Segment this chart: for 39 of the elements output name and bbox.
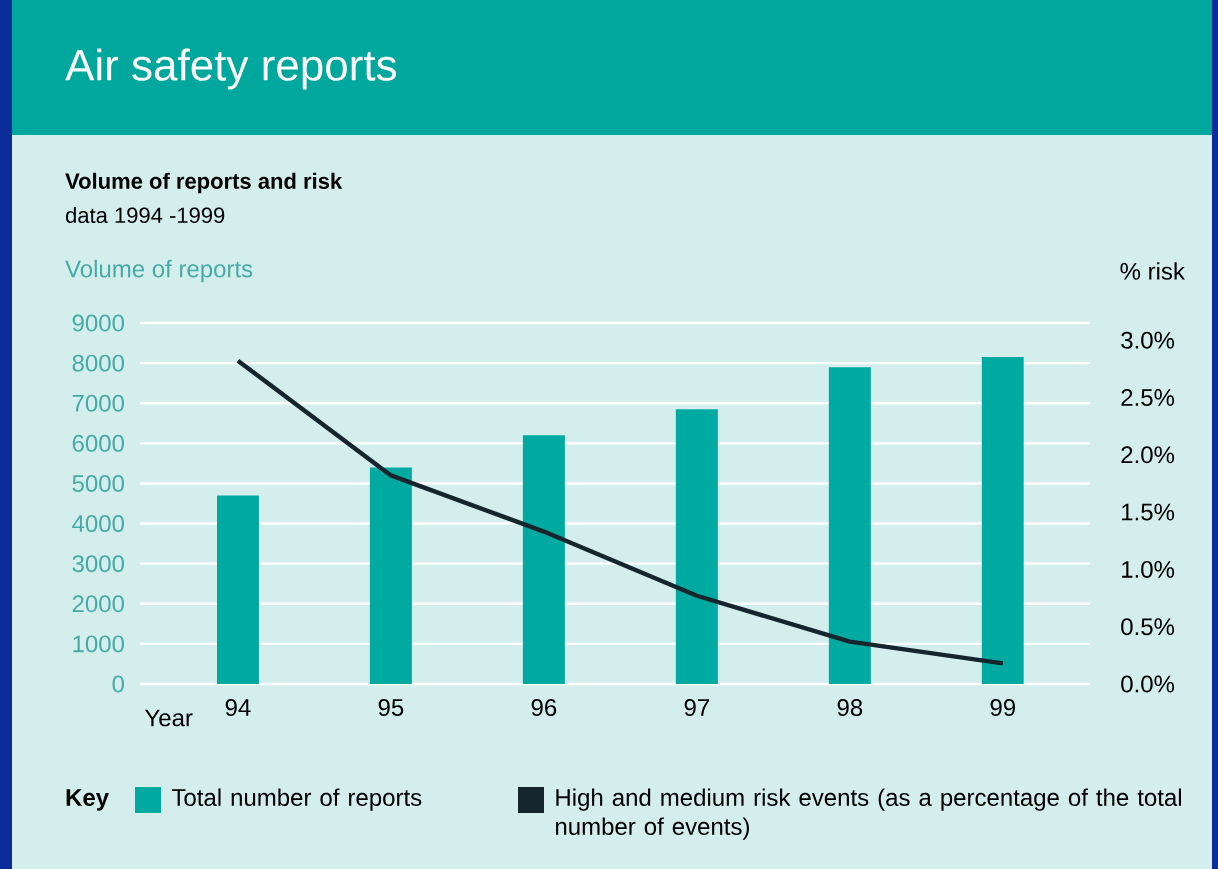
text: data 1994 -1999 xyxy=(65,206,225,224)
y2-tick-label: 1.5% xyxy=(1122,503,1175,521)
y-tick-label: 2000 xyxy=(72,595,125,613)
bar xyxy=(981,357,1024,684)
x-tick-label: 98 xyxy=(837,699,863,717)
bar xyxy=(522,435,565,684)
y2-tick-label: 0.5% xyxy=(1121,618,1175,636)
y2-tick-label: 0.0% xyxy=(1121,675,1175,693)
y-tick-label: 6000 xyxy=(72,434,125,452)
y-tick-label: 5000 xyxy=(72,474,125,492)
y-axis-title: Volume of reports xyxy=(65,259,253,283)
y2-axis-title: % risk xyxy=(1120,262,1185,280)
y-tick-label: 3000 xyxy=(72,555,125,573)
y-tick-label: 4000 xyxy=(72,515,125,533)
y2-tick-label: 2.0% xyxy=(1121,446,1175,464)
line-series xyxy=(235,358,1006,666)
x-axis-title: Year xyxy=(144,709,193,727)
bar xyxy=(675,409,718,684)
chart-title: Air safety reports xyxy=(65,48,396,90)
x-tick-label: 94 xyxy=(225,699,251,717)
y2-tick-label: 3.0% xyxy=(1121,331,1175,349)
x-tick-label: 97 xyxy=(684,699,709,717)
legend-title: Key xyxy=(66,789,109,811)
bar xyxy=(216,495,259,684)
y-tick-label: 9000 xyxy=(72,314,125,332)
y-tick-label: 0 xyxy=(112,675,125,693)
chart-subtitle: Volume of reports and risk xyxy=(65,172,343,194)
x-tick-label: 95 xyxy=(378,699,404,717)
x-tick-label: 99 xyxy=(990,699,1016,717)
y-tick-label: 8000 xyxy=(72,354,125,372)
y-tick-label: 7000 xyxy=(72,394,125,412)
y-tick-label: 1000 xyxy=(73,635,125,653)
bar xyxy=(369,467,412,684)
y2-tick-label: 2.5% xyxy=(1121,389,1175,406)
legend-label: Total number of reports xyxy=(171,788,422,811)
bar xyxy=(828,367,871,684)
legend-label: High and medium risk events (as a percentage of the total number of events) xyxy=(556,788,1182,840)
x-tick-label: 96 xyxy=(531,699,557,717)
y2-tick-label: 1.0% xyxy=(1122,560,1175,578)
